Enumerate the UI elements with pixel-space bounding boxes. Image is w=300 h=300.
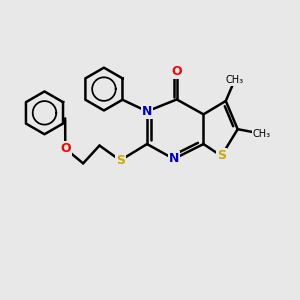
Text: CH₃: CH₃ [226, 75, 244, 85]
Text: N: N [169, 152, 179, 165]
Text: N: N [142, 105, 152, 118]
Text: O: O [171, 65, 182, 78]
Text: O: O [60, 142, 70, 155]
Text: S: S [116, 154, 125, 167]
Text: CH₃: CH₃ [252, 129, 271, 139]
Text: S: S [217, 149, 226, 162]
